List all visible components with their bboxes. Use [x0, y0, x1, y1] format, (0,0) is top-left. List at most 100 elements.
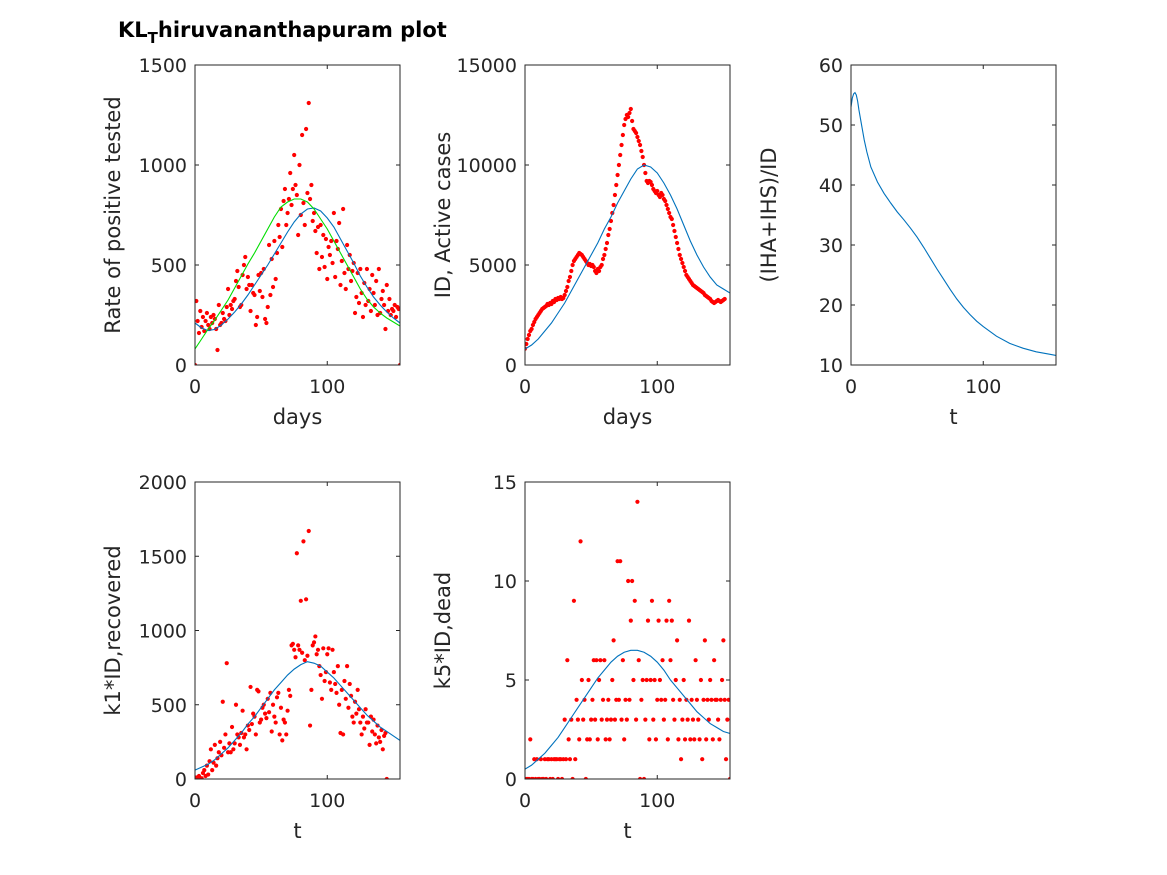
data-point: [327, 680, 333, 685]
y-tick-label: 10: [819, 355, 843, 377]
figure-title-rest: hiruvananthapuram plot: [157, 18, 447, 42]
data-point: [714, 697, 719, 702]
data-point: [602, 658, 607, 663]
data-point: [574, 697, 579, 702]
data-point: [206, 322, 211, 328]
data-point: [370, 272, 375, 278]
data-point: [665, 737, 670, 742]
data-point: [705, 697, 710, 702]
data-point: [276, 690, 281, 695]
x-axis-label: days: [603, 405, 653, 429]
data-point: [603, 737, 608, 742]
data-point: [630, 578, 635, 584]
data-point: [375, 723, 380, 728]
data-point: [322, 678, 327, 684]
data-point: [725, 717, 730, 722]
data-point: [592, 717, 598, 722]
data-point: [282, 720, 288, 725]
data-point: [354, 711, 359, 716]
data-point: [712, 658, 717, 663]
data-point: [706, 717, 711, 722]
data-point: [606, 697, 611, 702]
data-point: [274, 695, 280, 700]
data-point: [681, 264, 686, 270]
data-point: [655, 188, 660, 194]
data-point: [603, 246, 608, 252]
data-point: [195, 298, 199, 304]
data-point: [620, 132, 625, 138]
data-point: [566, 737, 571, 742]
data-point: [379, 296, 384, 302]
data-point: [692, 737, 697, 742]
data-point: [272, 714, 277, 719]
data-point: [636, 658, 641, 663]
data-point: [236, 284, 241, 290]
data-point: [262, 316, 268, 322]
data-point: [224, 661, 229, 666]
y-tick-label: 0: [505, 355, 517, 377]
data-point: [567, 274, 573, 280]
data-point: [645, 618, 651, 623]
data-point: [648, 677, 653, 683]
data-point: [577, 737, 582, 742]
data-point: [655, 697, 660, 702]
data-point: [626, 578, 631, 584]
data-point: [249, 282, 254, 288]
data-point: [343, 286, 348, 292]
data-point: [330, 260, 335, 266]
data-point: [298, 598, 303, 603]
y-tick-label: 10000: [457, 155, 517, 177]
data-point: [344, 242, 350, 248]
data-point: [612, 192, 618, 198]
data-point: [727, 776, 730, 779]
data-point: [199, 776, 204, 779]
data-point: [266, 242, 272, 248]
data-point: [722, 697, 727, 702]
data-point: [671, 697, 676, 702]
data-point: [302, 658, 307, 663]
data-point: [640, 677, 645, 683]
y-tick-label: 5: [505, 670, 517, 692]
data-point: [555, 776, 561, 779]
data-point: [346, 705, 351, 710]
data-point: [228, 750, 233, 755]
data-point: [290, 641, 295, 646]
data-point: [232, 296, 237, 302]
data-point: [693, 658, 698, 663]
data-point: [221, 745, 227, 750]
data-point: [578, 539, 583, 544]
data-point: [618, 152, 623, 158]
data-point: [288, 170, 293, 176]
data-point: [273, 720, 278, 725]
data-point: [567, 757, 573, 762]
data-point: [286, 196, 292, 202]
data-point: [329, 238, 334, 244]
series-line-2: [525, 649, 730, 770]
data-point: [575, 717, 581, 722]
data-point: [685, 717, 690, 722]
data-point: [565, 284, 570, 290]
data-point: [280, 244, 285, 250]
data-point: [721, 638, 726, 643]
y-tick-label: 2000: [139, 472, 187, 494]
data-point: [647, 737, 652, 742]
data-point: [570, 776, 575, 779]
data-point: [595, 737, 600, 742]
data-point: [303, 597, 309, 602]
data-point: [252, 292, 257, 298]
data-point: [563, 757, 569, 762]
data-point: [673, 234, 678, 240]
data-point: [628, 106, 633, 112]
data-point: [196, 330, 202, 336]
data-point: [257, 288, 262, 294]
data-point: [631, 677, 636, 683]
plot-area: [851, 91, 1056, 356]
data-point: [337, 702, 342, 707]
data-point: [288, 693, 293, 698]
figure-title-main: KL: [118, 18, 148, 42]
data-point: [231, 747, 236, 752]
data-point: [270, 284, 276, 290]
data-point: [347, 681, 352, 687]
data-point: [697, 737, 702, 742]
data-point: [253, 732, 258, 737]
